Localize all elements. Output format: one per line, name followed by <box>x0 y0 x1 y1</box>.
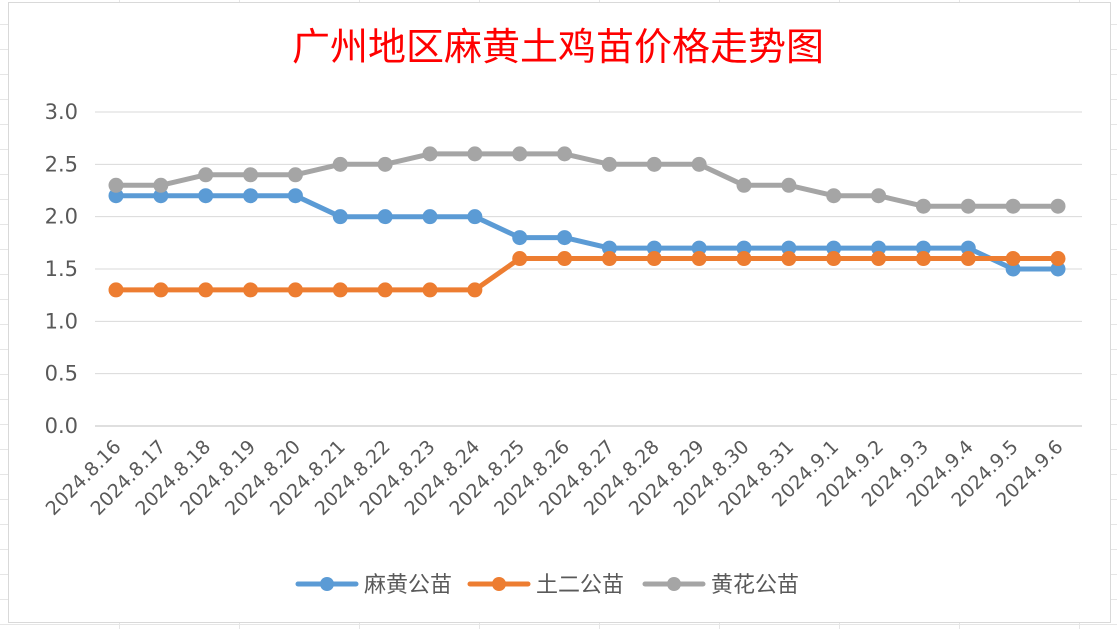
x-axis-ticks: 2024.8.162024.8.172024.8.182024.8.192024… <box>42 436 1068 520</box>
y-tick-label: 0.5 <box>45 362 78 386</box>
series-line <box>113 193 1061 272</box>
y-axis-ticks: 0.0 0.5 1.0 1.5 2.0 2.5 3.0 <box>45 100 78 438</box>
data-point <box>287 188 303 204</box>
data-point <box>646 251 662 267</box>
data-point <box>377 209 393 225</box>
data-point <box>557 146 573 162</box>
legend-marker <box>667 577 681 591</box>
data-point <box>960 251 976 267</box>
legend: 麻黄公苗 土二公苗 黄花公苗 <box>295 573 799 598</box>
legend-item: 麻黄公苗 <box>295 573 452 598</box>
data-point <box>915 198 931 214</box>
y-tick-label: 1.5 <box>45 257 78 281</box>
data-point <box>915 251 931 267</box>
legend-label: 土二公苗 <box>536 573 624 598</box>
data-point <box>512 146 528 162</box>
data-point <box>198 188 214 204</box>
data-point <box>332 156 348 172</box>
data-point <box>467 146 483 162</box>
data-point <box>243 167 259 183</box>
data-point <box>467 209 483 225</box>
data-point <box>1050 198 1066 214</box>
data-point <box>871 188 887 204</box>
data-point <box>153 177 169 193</box>
legend-item: 土二公苗 <box>467 573 624 598</box>
data-point <box>781 177 797 193</box>
data-point <box>826 188 842 204</box>
data-point <box>422 146 438 162</box>
y-tick-label: 2.0 <box>45 205 78 229</box>
legend-marker <box>492 577 506 591</box>
data-point <box>871 251 887 267</box>
data-point <box>736 177 752 193</box>
y-tick-label: 3.0 <box>45 100 78 124</box>
data-point <box>422 282 438 298</box>
data-point <box>422 209 438 225</box>
data-point <box>1005 198 1021 214</box>
data-point <box>153 282 169 298</box>
data-point <box>108 177 124 193</box>
data-point <box>287 282 303 298</box>
data-point <box>377 156 393 172</box>
data-point <box>243 282 259 298</box>
data-point <box>646 156 662 172</box>
legend-label: 麻黄公苗 <box>364 573 452 598</box>
data-point <box>557 230 573 246</box>
data-point <box>826 251 842 267</box>
data-point <box>736 251 752 267</box>
series-line <box>113 151 1061 209</box>
series-group <box>108 146 1066 298</box>
data-point <box>332 282 348 298</box>
data-point <box>198 282 214 298</box>
data-point <box>601 251 617 267</box>
series-line <box>113 256 1061 293</box>
data-point <box>960 198 976 214</box>
chart-title: 广州地区麻黄土鸡苗价格走势图 <box>292 25 824 69</box>
legend-item: 黄花公苗 <box>642 573 799 598</box>
data-point <box>601 156 617 172</box>
chart-area[interactable] <box>8 2 1111 623</box>
series-2 <box>108 251 1066 298</box>
data-point <box>557 251 573 267</box>
data-point <box>332 209 348 225</box>
data-point <box>691 251 707 267</box>
data-point <box>243 188 259 204</box>
data-point <box>1005 251 1021 267</box>
data-point <box>512 230 528 246</box>
y-tick-label: 1.0 <box>45 309 78 333</box>
data-point <box>377 282 393 298</box>
legend-marker <box>320 577 334 591</box>
data-point <box>691 156 707 172</box>
legend-label: 黄花公苗 <box>711 573 799 598</box>
data-point <box>467 282 483 298</box>
y-tick-label: 2.5 <box>45 152 78 176</box>
data-point <box>1050 251 1066 267</box>
data-point <box>287 167 303 183</box>
series-3 <box>108 146 1066 214</box>
data-point <box>198 167 214 183</box>
y-tick-label: 0.0 <box>45 414 78 438</box>
data-point <box>781 251 797 267</box>
data-point <box>512 251 528 267</box>
gridlines <box>95 111 1082 427</box>
data-point <box>108 282 124 298</box>
